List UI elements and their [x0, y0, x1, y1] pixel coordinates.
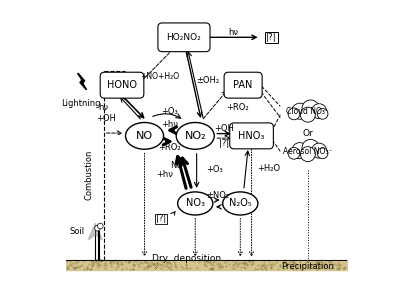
Ellipse shape: [178, 192, 213, 215]
Circle shape: [300, 107, 316, 122]
Circle shape: [292, 143, 308, 159]
Text: N₂O₅: N₂O₅: [229, 198, 252, 209]
Text: Cloud NO₃⁻: Cloud NO₃⁻: [286, 108, 330, 116]
Circle shape: [317, 108, 328, 119]
Circle shape: [292, 103, 308, 119]
Circle shape: [317, 148, 328, 159]
FancyBboxPatch shape: [100, 72, 144, 98]
Text: Or: Or: [302, 128, 313, 138]
FancyBboxPatch shape: [230, 123, 273, 149]
Text: Aerosol NO₃⁻: Aerosol NO₃⁻: [283, 147, 332, 156]
Text: |?|: |?|: [266, 33, 277, 42]
Text: +H₂O: +H₂O: [257, 164, 280, 173]
Text: +OH: +OH: [97, 114, 116, 123]
Text: HONO: HONO: [107, 80, 137, 90]
Circle shape: [302, 140, 319, 156]
Circle shape: [312, 104, 327, 119]
Circle shape: [95, 226, 100, 231]
Ellipse shape: [223, 192, 258, 215]
Text: +hν: +hν: [161, 120, 178, 129]
Circle shape: [302, 100, 319, 117]
Circle shape: [288, 108, 300, 120]
Circle shape: [288, 147, 300, 159]
Polygon shape: [88, 223, 102, 240]
Text: PAN: PAN: [233, 80, 253, 90]
Circle shape: [97, 223, 103, 229]
Text: NO₃: NO₃: [186, 198, 205, 209]
Text: +O₃: +O₃: [161, 107, 178, 115]
Text: Dry  deposition: Dry deposition: [152, 254, 221, 263]
Text: Lightning: Lightning: [62, 99, 101, 108]
Text: ±NO₂: ±NO₂: [206, 190, 229, 200]
FancyBboxPatch shape: [158, 23, 210, 52]
Text: Precipitation: Precipitation: [281, 262, 334, 271]
Text: HNO₃: HNO₃: [238, 131, 265, 141]
Text: |?|: |?|: [219, 139, 229, 148]
Text: Combustion: Combustion: [84, 150, 93, 200]
Text: NO: NO: [171, 161, 183, 170]
Text: ±OH₂: ±OH₂: [196, 76, 219, 85]
Text: NO₂: NO₂: [185, 131, 206, 141]
Text: NO: NO: [136, 131, 153, 141]
Text: +NO+H₂O: +NO+H₂O: [140, 72, 179, 81]
Circle shape: [312, 143, 327, 158]
Text: +OH: +OH: [214, 124, 234, 133]
Text: +RO₂: +RO₂: [159, 143, 181, 152]
Text: +RO₂: +RO₂: [226, 103, 249, 112]
Text: HO₂NO₂: HO₂NO₂: [166, 33, 202, 42]
Text: Soil: Soil: [69, 227, 85, 236]
Ellipse shape: [176, 123, 214, 149]
Circle shape: [300, 147, 316, 162]
Text: hν: hν: [99, 103, 109, 112]
Ellipse shape: [126, 123, 164, 149]
Text: +hν: +hν: [156, 170, 173, 179]
Text: |?|: |?|: [156, 215, 166, 224]
Text: +O₃: +O₃: [206, 165, 223, 174]
FancyBboxPatch shape: [224, 72, 262, 98]
Text: hν: hν: [228, 28, 238, 37]
